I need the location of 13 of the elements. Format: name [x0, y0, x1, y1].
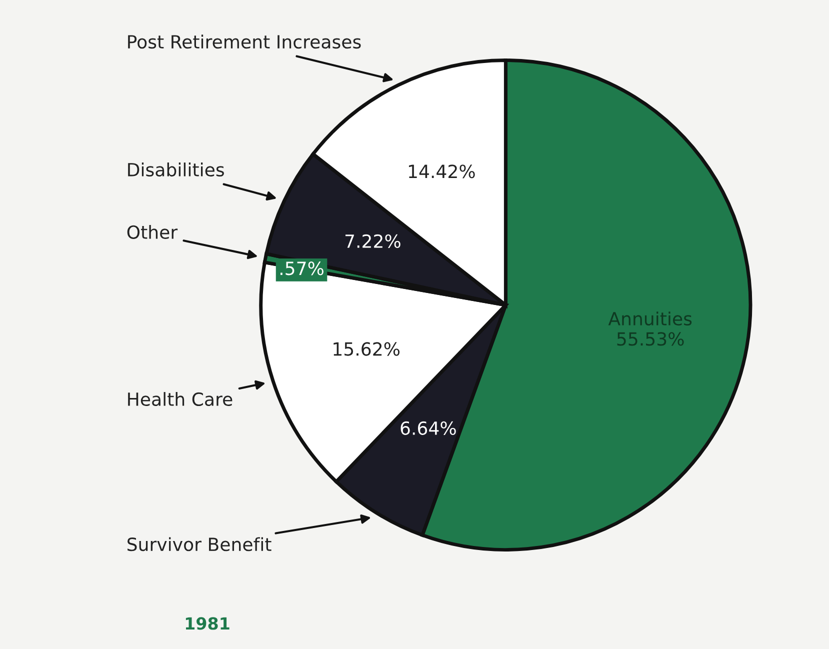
slice-label: Survivor Benefit: [128, 537, 272, 552]
slice-label: Post Retirement Increases: [128, 34, 361, 49]
slice-label: Other: [127, 225, 178, 239]
data-label: 6.64%: [400, 421, 456, 435]
slice-label: Disabilities: [128, 162, 224, 177]
slice-label: Health Care: [128, 392, 232, 406]
slice-label: Annuities: [608, 312, 692, 326]
data-label: 14.42%: [408, 164, 475, 178]
data-label: .57%: [280, 262, 324, 276]
text: 1981: [186, 617, 230, 630]
data-label: 15.62%: [334, 342, 400, 356]
data-label: 55.53%: [617, 332, 684, 346]
data-label: 7.22%: [346, 234, 400, 248]
